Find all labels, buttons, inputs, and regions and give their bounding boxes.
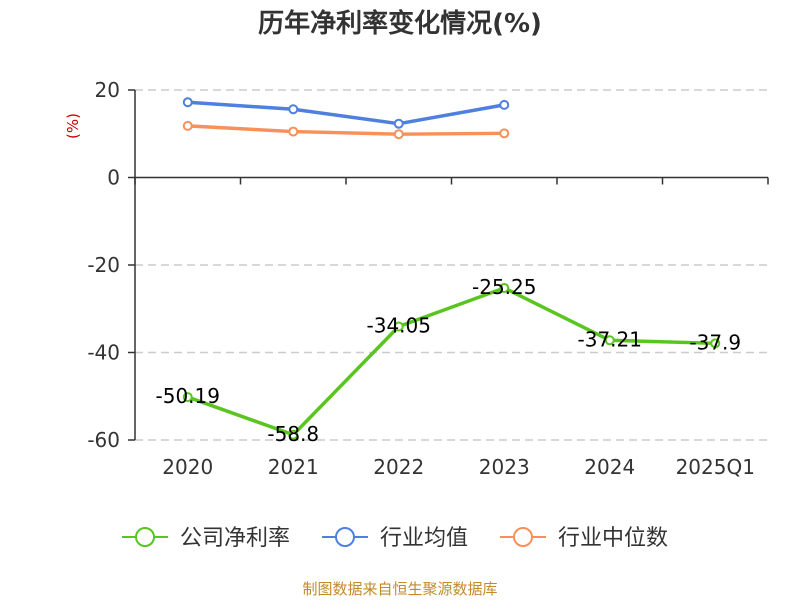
- x-tick-label: 2025Q1: [676, 455, 755, 479]
- data-point[interactable]: [182, 120, 193, 131]
- legend-marker: [135, 527, 155, 547]
- data-point[interactable]: [393, 118, 404, 129]
- x-tick-label: 2024: [584, 455, 635, 479]
- series-0: [182, 282, 721, 440]
- data-labels: -50.19 -58.8 -34.05 -25.25 -37.21 -37.9: [156, 275, 742, 446]
- y-tick-label: -20: [87, 253, 120, 277]
- series-line: [187, 124, 505, 136]
- series-line: [187, 100, 505, 126]
- data-point[interactable]: [393, 129, 404, 140]
- legend-marker: [513, 527, 533, 547]
- data-point[interactable]: [499, 128, 510, 139]
- gridlines: [135, 89, 768, 441]
- series-line: [187, 286, 716, 437]
- data-point[interactable]: [710, 338, 721, 349]
- x-tick-label: 2020: [162, 455, 213, 479]
- source-note: 制图数据来自恒生聚源数据库: [302, 580, 497, 598]
- series-1: [182, 97, 510, 129]
- data-point[interactable]: [604, 335, 615, 346]
- x-tick-label: 2022: [373, 455, 424, 479]
- data-label: -37.21: [578, 327, 642, 351]
- data-label: -37.9: [689, 330, 741, 354]
- y-tick-label: -40: [87, 341, 120, 365]
- data-point[interactable]: [393, 321, 404, 332]
- legend-label: 行业均值: [380, 526, 468, 551]
- x-tick-label: 2023: [479, 455, 530, 479]
- data-point[interactable]: [182, 97, 193, 108]
- data-point[interactable]: [288, 126, 299, 137]
- x-tick-label: 2021: [268, 455, 319, 479]
- y-tick-label: -60: [87, 428, 120, 452]
- data-label: -34.05: [367, 313, 431, 337]
- x-tick-labels: 2020 2021 2022 2023 2024 2025Q1: [162, 455, 755, 479]
- axes: [128, 89, 769, 441]
- y-tick-label: 20: [95, 78, 120, 102]
- data-point[interactable]: [288, 104, 299, 115]
- y-axis-unit: (%): [64, 113, 82, 139]
- data-point[interactable]: [288, 429, 299, 440]
- data-label: -25.25: [472, 275, 536, 299]
- series-2: [182, 120, 510, 140]
- legend-label: 公司净利率: [180, 526, 290, 551]
- data-point[interactable]: [499, 99, 510, 110]
- legend-label: 行业中位数: [558, 526, 668, 551]
- data-label: -50.19: [156, 384, 220, 408]
- y-tick-labels: 20 0 -20 -40 -60: [87, 78, 120, 452]
- legend-marker: [335, 527, 355, 547]
- data-point[interactable]: [499, 282, 510, 293]
- y-tick-label: 0: [107, 166, 120, 190]
- chart-title: 历年净利率变化情况(%): [258, 8, 542, 39]
- data-point[interactable]: [182, 392, 193, 403]
- legend-item[interactable]: 公司净利率: [122, 526, 290, 551]
- legend-item[interactable]: 行业均值: [322, 526, 468, 551]
- series: [182, 97, 721, 440]
- data-label: -58.8: [267, 422, 319, 446]
- legend[interactable]: 公司净利率 行业均值 行业中位数: [122, 526, 668, 551]
- legend-item[interactable]: 行业中位数: [500, 526, 668, 551]
